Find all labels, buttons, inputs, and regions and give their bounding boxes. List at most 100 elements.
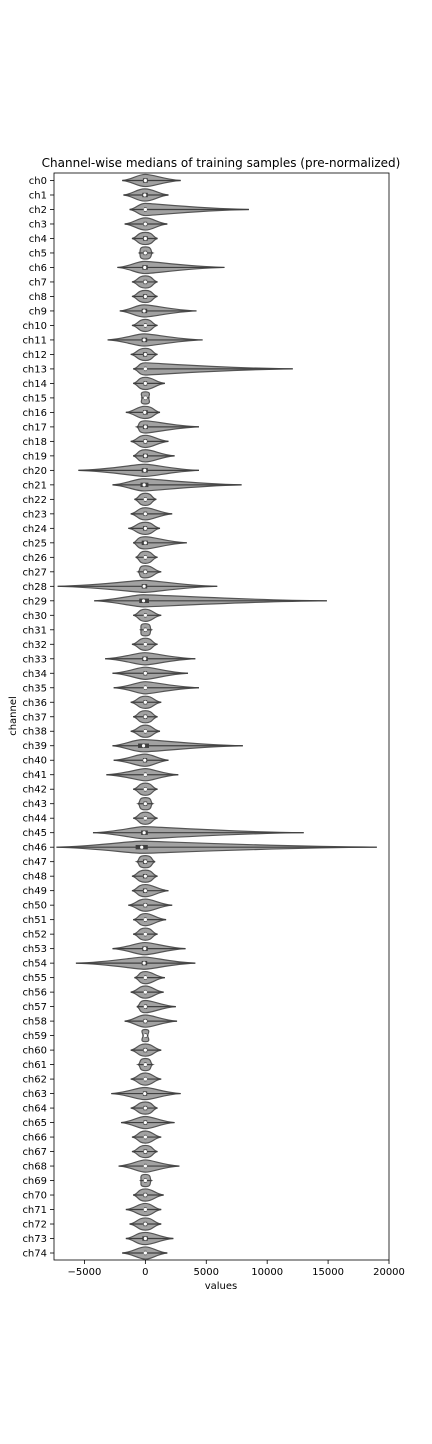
median-dot-ch7 [143, 280, 147, 284]
x-tick-label: 15000 [312, 1267, 344, 1278]
median-dot-ch41 [143, 773, 147, 777]
median-dot-ch4 [143, 236, 147, 241]
median-dot-ch31 [143, 628, 147, 632]
median-dot-ch33 [143, 657, 147, 661]
median-dot-ch21 [142, 483, 146, 487]
y-tick-label: ch9 [29, 306, 47, 317]
y-tick-label: ch69 [22, 1176, 47, 1187]
y-tick-label: ch22 [22, 495, 47, 506]
median-dot-ch18 [143, 439, 147, 443]
median-dot-ch70 [143, 1193, 147, 1197]
median-dot-ch24 [143, 526, 147, 530]
median-dot-ch65 [143, 1120, 147, 1125]
y-tick-label: ch53 [22, 944, 47, 955]
median-dot-ch46 [140, 845, 144, 849]
y-tick-label: ch33 [22, 654, 47, 665]
median-dot-ch26 [143, 555, 147, 559]
median-dot-ch3 [143, 222, 147, 226]
median-dot-ch68 [143, 1164, 147, 1168]
median-dot-ch56 [143, 990, 147, 994]
median-dot-ch38 [143, 729, 147, 733]
y-tick-label: ch26 [22, 553, 47, 564]
chart-title: Channel-wise medians of training samples… [42, 156, 401, 170]
median-dot-ch60 [143, 1048, 147, 1052]
median-dot-ch5 [143, 251, 147, 255]
median-dot-ch30 [143, 613, 147, 617]
y-tick-label: ch52 [22, 930, 47, 941]
median-dot-ch50 [143, 903, 147, 907]
median-dot-ch12 [143, 352, 147, 357]
y-tick-label: ch41 [22, 770, 47, 781]
median-dot-ch8 [143, 294, 147, 299]
median-dot-ch35 [143, 686, 147, 690]
median-dot-ch23 [143, 512, 147, 516]
y-tick-label: ch59 [22, 1031, 47, 1042]
median-dot-ch32 [143, 642, 147, 646]
median-dot-ch64 [143, 1106, 147, 1110]
y-tick-label: ch11 [22, 335, 47, 346]
y-tick-label: ch16 [22, 408, 47, 419]
median-dot-ch67 [143, 1149, 147, 1154]
y-tick-label: ch2 [29, 205, 47, 216]
y-tick-label: ch12 [22, 350, 47, 361]
median-dot-ch44 [143, 816, 147, 820]
y-tick-label: ch29 [22, 596, 47, 607]
median-dot-ch57 [143, 1005, 147, 1009]
y-tick-label: ch35 [22, 683, 47, 694]
median-dot-ch15 [143, 396, 147, 400]
median-dot-ch20 [143, 468, 147, 472]
y-tick-label: ch67 [22, 1147, 47, 1158]
y-tick-label: ch68 [22, 1162, 47, 1173]
y-tick-label: ch60 [22, 1046, 47, 1057]
y-tick-label: ch66 [22, 1133, 47, 1144]
median-dot-ch39 [141, 744, 146, 748]
y-tick-label: ch71 [22, 1205, 47, 1216]
y-tick-label: ch18 [22, 437, 47, 448]
median-dot-ch37 [143, 715, 147, 719]
median-dot-ch61 [143, 1062, 147, 1067]
median-dot-ch9 [142, 309, 146, 313]
median-dot-ch72 [143, 1222, 147, 1226]
y-tick-label: ch3 [29, 219, 47, 230]
y-tick-label: ch46 [22, 843, 47, 854]
y-tick-label: ch62 [22, 1075, 47, 1086]
median-dot-ch63 [143, 1091, 147, 1096]
y-tick-label: ch21 [22, 480, 47, 491]
median-dot-ch27 [143, 570, 147, 574]
median-dot-ch22 [143, 497, 147, 501]
y-tick-label: ch6 [29, 263, 47, 274]
y-tick-label: ch17 [22, 422, 47, 433]
y-tick-label: ch8 [29, 292, 47, 303]
y-tick-label: ch4 [29, 234, 47, 245]
y-tick-label: ch31 [22, 625, 47, 636]
y-tick-label: ch37 [22, 712, 47, 723]
median-dot-ch71 [143, 1207, 147, 1212]
y-tick-label: ch23 [22, 509, 47, 520]
y-tick-label: ch70 [22, 1191, 47, 1202]
median-dot-ch43 [143, 802, 147, 806]
y-tick-label: ch10 [22, 321, 47, 332]
median-dot-ch53 [143, 947, 147, 951]
y-tick-label: ch72 [22, 1220, 47, 1231]
x-tick-label: 0 [142, 1267, 148, 1278]
median-dot-ch59 [143, 1034, 147, 1038]
x-tick-label: 5000 [194, 1267, 219, 1278]
y-tick-label: ch5 [29, 248, 47, 259]
y-tick-label: ch24 [22, 524, 47, 535]
y-tick-label: ch64 [22, 1104, 47, 1115]
median-dot-ch16 [143, 410, 147, 414]
plot-frame [53, 172, 390, 1261]
median-dot-ch10 [143, 323, 147, 328]
y-tick-label: ch43 [22, 799, 47, 810]
y-tick-label: ch25 [22, 538, 47, 549]
y-tick-label: ch57 [22, 1002, 47, 1013]
median-dot-ch13 [143, 367, 147, 371]
y-tick-label: ch30 [22, 611, 47, 622]
median-dot-ch47 [143, 860, 147, 864]
y-tick-label: ch20 [22, 466, 47, 477]
median-dot-ch51 [143, 918, 147, 922]
median-dot-ch25 [143, 541, 147, 545]
median-dot-ch14 [143, 381, 147, 386]
y-tick-label: ch45 [22, 828, 47, 839]
